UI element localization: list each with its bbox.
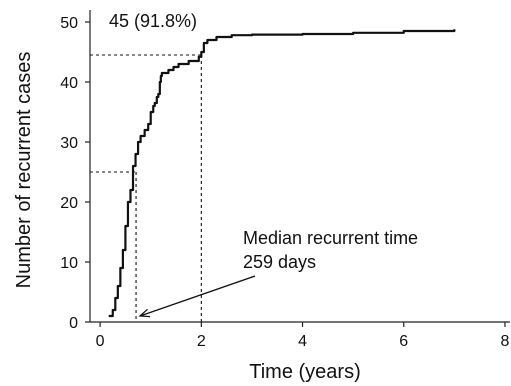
- x-tick-label: 2: [197, 333, 206, 350]
- axes: 0 10 20 30 40 50 0 2 4 6 8: [60, 10, 510, 350]
- x-tick-label: 8: [500, 333, 509, 350]
- x-axis-label: Time (years): [249, 361, 360, 383]
- annotation-median-line1: Median recurrent time: [243, 228, 418, 248]
- annotation-arrow-head: [138, 308, 151, 318]
- y-tick-label: 50: [60, 15, 78, 32]
- reference-lines: [90, 54, 202, 322]
- y-axis-label: Number of recurrent cases: [13, 52, 35, 289]
- x-tick-label: 6: [399, 333, 408, 350]
- y-tick-label: 0: [69, 315, 78, 332]
- y-tick-label: 30: [60, 135, 78, 152]
- cumulative-recurrence-line: [108, 29, 456, 318]
- annotation-arrow-shaft: [139, 275, 256, 317]
- annotation-top-label: 45 (91.8%): [109, 11, 197, 31]
- x-tick-label: 0: [96, 333, 105, 350]
- y-tick-label: 20: [60, 195, 78, 212]
- y-tick-label: 40: [60, 75, 78, 92]
- y-tick-label: 10: [60, 255, 78, 272]
- annotation-median-line2: 259 days: [243, 252, 316, 272]
- annotations: 45 (91.8%) Median recurrent time 259 days: [109, 11, 418, 318]
- x-tick-label: 4: [298, 333, 307, 350]
